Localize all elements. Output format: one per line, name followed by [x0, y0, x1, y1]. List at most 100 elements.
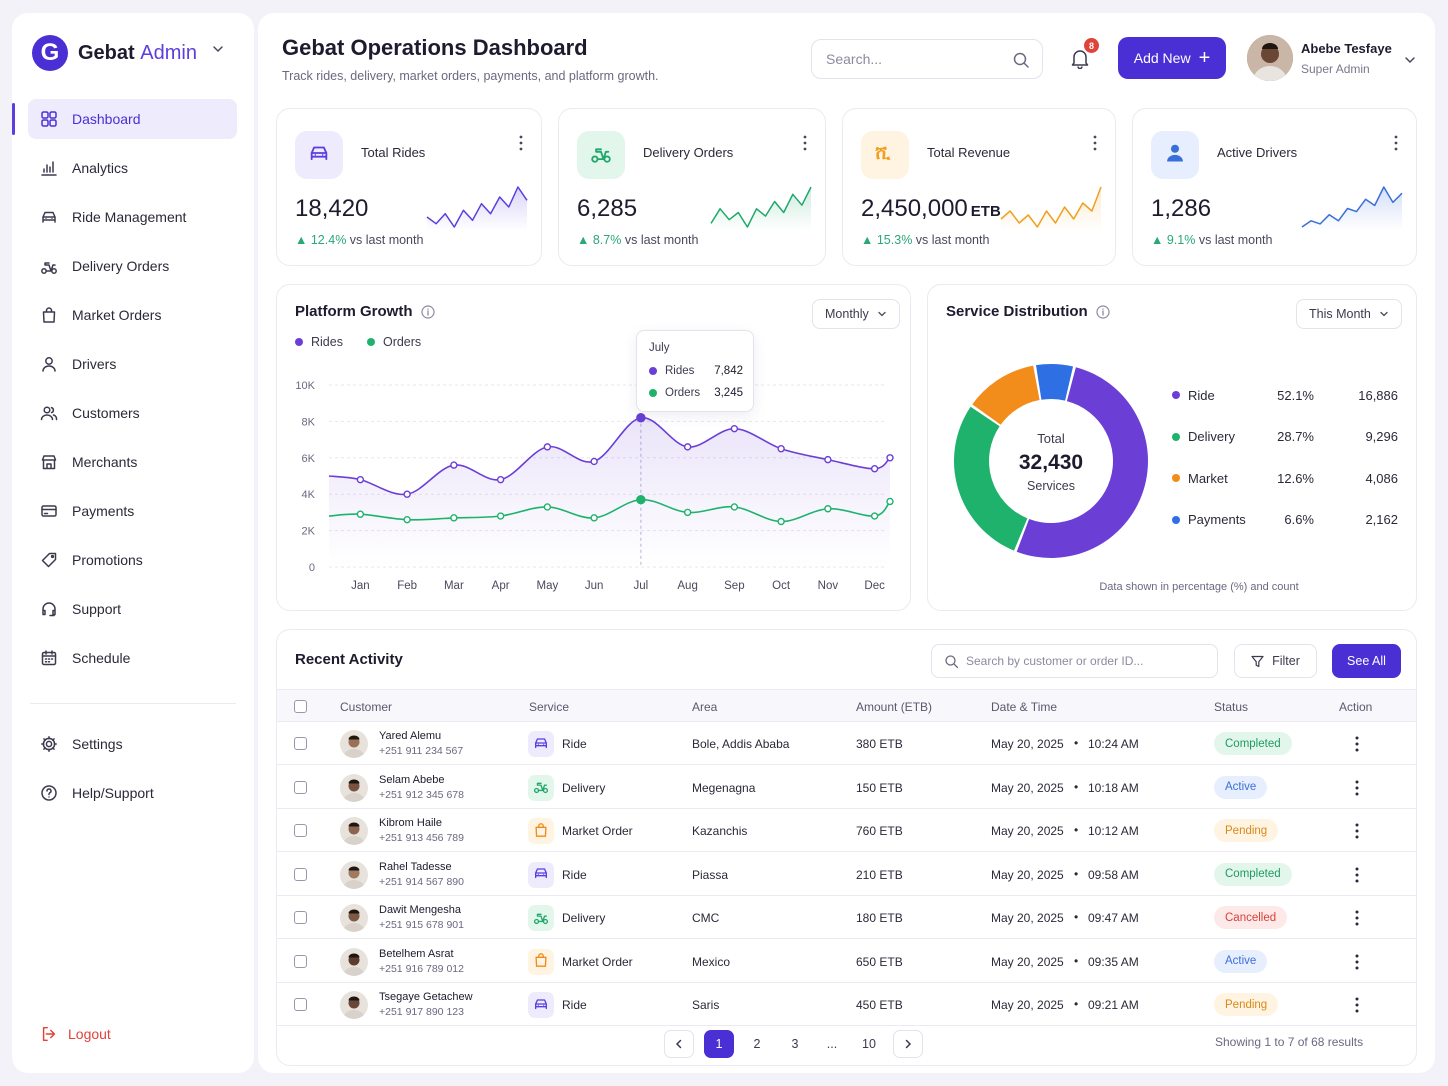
- info-icon[interactable]: [420, 304, 435, 319]
- page-button-2[interactable]: 2: [753, 1037, 761, 1051]
- table-row[interactable]: Rahel Tadesse +251 914 567 890 Ride Pias…: [277, 853, 1416, 896]
- donut-slice-payments[interactable]: [1035, 364, 1074, 401]
- rides-point[interactable]: [730, 424, 739, 433]
- more-vertical-icon[interactable]: [1355, 780, 1359, 796]
- search-input[interactable]: Search...: [811, 39, 1043, 79]
- rides-point[interactable]: [824, 455, 832, 464]
- col-status[interactable]: Status: [1214, 700, 1249, 714]
- orders-point[interactable]: [870, 512, 879, 520]
- orders-point[interactable]: [636, 494, 646, 505]
- see-all-button[interactable]: See All: [1332, 644, 1401, 678]
- more-vertical-icon[interactable]: [1355, 736, 1359, 752]
- sidebar-item-support[interactable]: Support: [28, 589, 237, 629]
- more-vertical-icon[interactable]: [1093, 135, 1097, 151]
- sidebar-item-delivery-orders[interactable]: Delivery Orders: [28, 246, 237, 286]
- more-vertical-icon[interactable]: [803, 135, 807, 151]
- row-checkbox[interactable]: [294, 824, 307, 837]
- select-all-checkbox[interactable]: [294, 700, 307, 713]
- rides-point[interactable]: [356, 475, 365, 484]
- more-vertical-icon[interactable]: [1355, 954, 1359, 970]
- table-row[interactable]: Dawit Mengesha +251 915 678 901 Delivery…: [277, 896, 1416, 939]
- row-checkbox[interactable]: [294, 954, 307, 968]
- table-row[interactable]: Kibrom Haile +251 913 456 789 Market Ord…: [277, 809, 1416, 852]
- more-vertical-icon[interactable]: [1355, 867, 1359, 883]
- logout-button[interactable]: Logout: [40, 1025, 111, 1043]
- col-amount[interactable]: Amount (ETB): [856, 700, 933, 714]
- amount: 650 ETB: [856, 954, 903, 969]
- sidebar-item-merchants[interactable]: Merchants: [28, 442, 237, 482]
- rides-point[interactable]: [543, 443, 552, 451]
- sidebar-item-market-orders[interactable]: Market Orders: [28, 295, 237, 335]
- table-row[interactable]: Tsegaye Getachew +251 917 890 123 Ride S…: [277, 983, 1416, 1026]
- rides-point[interactable]: [870, 465, 879, 473]
- bell-icon[interactable]: [1069, 47, 1091, 69]
- col-date-time[interactable]: Date & Time: [991, 700, 1058, 714]
- more-vertical-icon[interactable]: [1355, 997, 1359, 1013]
- row-checkbox[interactable]: [294, 780, 307, 794]
- orders-point[interactable]: [590, 514, 598, 522]
- distribution-row-delivery: Delivery 28.7% 9,296: [1172, 427, 1402, 447]
- rides-point[interactable]: [450, 461, 458, 469]
- rides-point[interactable]: [590, 457, 598, 466]
- avatar[interactable]: [1247, 35, 1293, 81]
- sidebar-item-promotions[interactable]: Promotions: [28, 540, 237, 580]
- rides-point[interactable]: [683, 443, 692, 451]
- sidebar-item-ride-management[interactable]: Ride Management: [28, 197, 237, 237]
- info-icon[interactable]: [1096, 304, 1110, 319]
- x-tick-label: Nov: [818, 580, 839, 592]
- page-button-3[interactable]: 3: [791, 1037, 799, 1051]
- more-vertical-icon[interactable]: [1355, 823, 1359, 839]
- sidebar-item-settings[interactable]: Settings: [28, 724, 237, 764]
- chevron-down-icon[interactable]: [1403, 53, 1417, 67]
- sidebar-item-schedule[interactable]: Schedule: [28, 638, 237, 678]
- more-vertical-icon[interactable]: [1355, 910, 1359, 926]
- table-row[interactable]: Yared Alemu +251 911 234 567 Ride Bole, …: [277, 722, 1416, 765]
- row-checkbox[interactable]: [294, 867, 307, 881]
- sidebar-item-label: Settings: [72, 736, 123, 752]
- more-vertical-icon[interactable]: [519, 135, 523, 151]
- rides-point[interactable]: [777, 444, 785, 453]
- row-checkbox[interactable]: [294, 911, 307, 924]
- orders-point[interactable]: [543, 503, 552, 511]
- sidebar-item-customers[interactable]: Customers: [28, 393, 237, 433]
- donut-slice-ride[interactable]: [1016, 367, 1148, 558]
- rides-point[interactable]: [496, 475, 505, 484]
- page-ellipsis[interactable]: ...: [826, 1037, 838, 1051]
- add-new-button[interactable]: Add New +: [1118, 37, 1226, 79]
- orders-point[interactable]: [777, 517, 785, 526]
- page-button-10[interactable]: 10: [862, 1037, 876, 1051]
- more-vertical-icon[interactable]: [1394, 135, 1398, 151]
- sidebar-item-dashboard[interactable]: Dashboard: [12, 99, 237, 139]
- col-service[interactable]: Service: [529, 700, 570, 714]
- brand[interactable]: G Gebat Admin: [32, 35, 197, 71]
- table-row[interactable]: Betelhem Asrat +251 916 789 012 Market O…: [277, 940, 1416, 983]
- rides-point[interactable]: [403, 490, 411, 498]
- sidebar-item-drivers[interactable]: Drivers: [28, 344, 237, 384]
- distribution-period-select[interactable]: This Month: [1296, 299, 1402, 329]
- rides-point[interactable]: [636, 413, 646, 423]
- page-button-1[interactable]: 1: [704, 1030, 734, 1058]
- sidebar-item-payments[interactable]: Payments: [28, 491, 237, 531]
- col-area[interactable]: Area: [692, 700, 718, 714]
- orders-point[interactable]: [450, 514, 458, 522]
- next-page-button[interactable]: [893, 1030, 923, 1058]
- filter-button[interactable]: Filter: [1234, 644, 1317, 678]
- table-row[interactable]: Selam Abebe +251 912 345 678 Delivery Me…: [277, 766, 1416, 809]
- chevron-down-icon[interactable]: [212, 43, 224, 55]
- activity-search-input[interactable]: Search by customer or order ID...: [931, 644, 1218, 678]
- orders-point[interactable]: [496, 512, 505, 520]
- col-customer[interactable]: Customer: [340, 700, 393, 714]
- donut-slice-market[interactable]: [972, 365, 1040, 425]
- orders-point[interactable]: [356, 510, 365, 518]
- prev-page-button[interactable]: [664, 1030, 694, 1058]
- orders-point[interactable]: [730, 503, 739, 511]
- row-checkbox[interactable]: [294, 998, 307, 1011]
- orders-point[interactable]: [403, 515, 411, 524]
- sidebar-item-analytics[interactable]: Analytics: [28, 148, 237, 188]
- orders-point[interactable]: [824, 505, 832, 513]
- growth-period-select[interactable]: Monthly: [812, 299, 900, 329]
- sidebar-item-help-support[interactable]: Help/Support: [28, 773, 237, 813]
- row-checkbox[interactable]: [294, 737, 307, 750]
- orders-point[interactable]: [683, 508, 692, 517]
- donut-slice-delivery[interactable]: [954, 406, 1028, 551]
